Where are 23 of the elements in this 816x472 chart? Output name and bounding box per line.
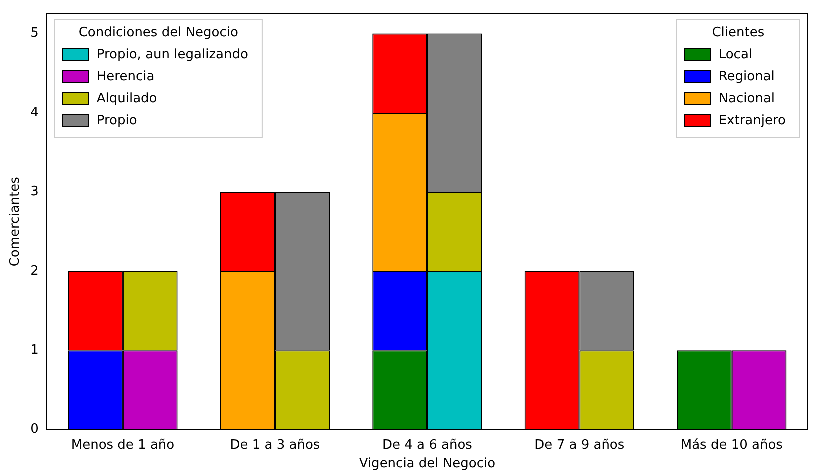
text: Condiciones del Negocio <box>78 25 238 40</box>
y-tick-label: 2 <box>30 264 39 279</box>
legend-label: Nacional <box>718 91 776 106</box>
legend-label: Herencia <box>96 69 155 84</box>
legend-label: Propio, aun legalizando <box>96 47 248 62</box>
legend-label: Extranjero <box>718 113 786 128</box>
y-tick-label: 1 <box>30 342 39 358</box>
text: Clientes <box>712 25 765 40</box>
x-tick-label: De 7 a 9 años <box>534 438 625 453</box>
legend-label: Alquilado <box>96 91 158 106</box>
legend-label: Regional <box>718 69 775 84</box>
x-tick-label: De 4 a 6 años <box>382 438 473 453</box>
y-tick-label: 0 <box>30 422 39 438</box>
x-tick-label: De 1 a 3 años <box>230 438 320 453</box>
y-tick-label: 5 <box>30 26 39 42</box>
y-tick-label: 3 <box>30 184 39 200</box>
y-tick-label: 4 <box>30 105 39 120</box>
legend-label: Propio <box>96 113 138 128</box>
y-axis-title: Comerciantes <box>8 176 24 267</box>
x-tick-label: Menos de 1 año <box>71 438 175 453</box>
legend-label: Local <box>718 47 753 62</box>
x-axis-title: Vigencia del Negocio <box>359 456 496 472</box>
x-tick-label: Más de 10 años <box>680 438 784 453</box>
